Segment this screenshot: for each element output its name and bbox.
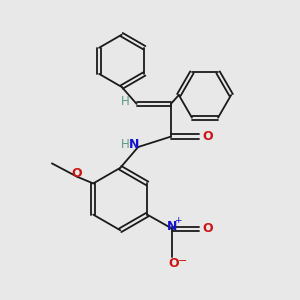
Text: O: O bbox=[202, 130, 213, 143]
Text: N: N bbox=[167, 220, 178, 233]
Text: H: H bbox=[121, 95, 130, 108]
Text: O: O bbox=[169, 257, 179, 270]
Text: H: H bbox=[121, 138, 130, 151]
Text: +: + bbox=[174, 216, 182, 225]
Text: N: N bbox=[129, 138, 140, 151]
Text: −: − bbox=[178, 256, 188, 266]
Text: O: O bbox=[202, 222, 213, 235]
Text: O: O bbox=[71, 167, 82, 180]
